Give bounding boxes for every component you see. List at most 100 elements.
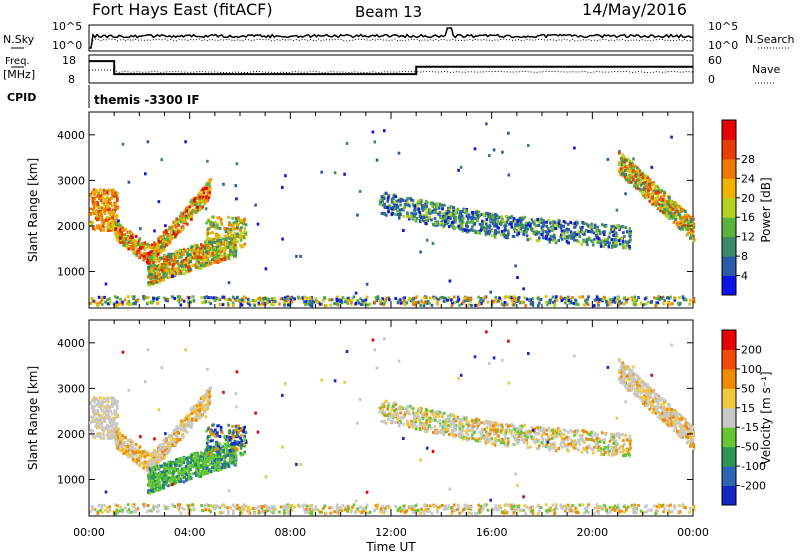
power-cell — [463, 296, 467, 300]
power-cell — [351, 297, 354, 301]
power-cell — [657, 202, 661, 206]
power-cell — [559, 224, 563, 227]
velocity-cell — [187, 424, 190, 428]
power-cell — [91, 200, 95, 204]
power-cell — [175, 250, 178, 254]
velocity-cell — [189, 425, 193, 429]
velocity-cell — [420, 507, 423, 511]
power-cell — [146, 302, 149, 306]
power-cell — [96, 203, 100, 206]
power-cell — [414, 219, 418, 223]
power-cell — [602, 233, 606, 237]
power-cell — [181, 218, 185, 222]
power-cell — [236, 299, 240, 303]
velocity-cell — [132, 510, 136, 514]
velocity-cell — [199, 415, 203, 418]
velocity-cell — [126, 503, 130, 507]
velocity-cell — [468, 511, 471, 515]
power-cell — [199, 266, 203, 270]
velocity-cell — [152, 455, 155, 459]
power-cell — [519, 227, 523, 231]
power-cell — [229, 228, 233, 231]
power-cell — [218, 303, 222, 307]
power-cell — [226, 231, 230, 235]
power-cell — [242, 222, 245, 226]
power-cell — [485, 231, 488, 235]
power-cell — [614, 231, 618, 235]
velocity-cell — [93, 404, 97, 408]
power-cell — [462, 207, 465, 211]
velocity-cell — [226, 506, 229, 510]
power-cell — [642, 188, 646, 192]
power-cell — [611, 297, 614, 301]
power-cell — [489, 215, 493, 218]
power-cell — [688, 302, 691, 306]
power-cell — [456, 295, 460, 299]
power-cell — [142, 255, 146, 259]
velocity-cell — [649, 508, 653, 512]
velocity-cell — [92, 396, 96, 400]
power-cell — [485, 224, 489, 228]
velocity-cell — [632, 508, 636, 512]
velocity-cell — [318, 510, 322, 514]
power-cell — [196, 252, 199, 256]
power-cell — [239, 238, 243, 242]
power-cell — [585, 301, 589, 305]
power-cell — [623, 173, 626, 177]
power-cell — [154, 257, 158, 261]
power-cell — [442, 214, 445, 218]
power-cell — [553, 236, 556, 240]
power-cell — [194, 254, 197, 258]
power-cell — [187, 303, 191, 307]
velocity-cell — [523, 504, 526, 508]
velocity-cell — [334, 510, 338, 513]
velocity-cell — [163, 504, 166, 508]
velocity-cell — [95, 418, 98, 422]
power-cell — [103, 219, 106, 223]
velocity-cell — [336, 503, 339, 507]
velocity-cell — [257, 511, 261, 515]
velocity-cell — [223, 505, 227, 509]
power-cell — [627, 297, 630, 301]
power-cell — [154, 260, 157, 264]
power-cell — [658, 297, 661, 301]
velocity-cell — [207, 390, 211, 394]
power-cell — [661, 198, 665, 202]
velocity-cell — [97, 418, 100, 421]
power-cell — [104, 200, 108, 204]
velocity-cell — [155, 456, 158, 459]
velocity-cell — [162, 442, 165, 446]
power-cell — [242, 235, 246, 238]
velocity-cell — [222, 503, 226, 507]
velocity-cell — [463, 504, 467, 508]
velocity-cell — [260, 505, 263, 509]
velocity-cell — [426, 509, 429, 513]
power-cell — [613, 238, 617, 242]
power-cell — [212, 296, 215, 300]
velocity-cell — [99, 407, 103, 411]
power-cell — [165, 261, 168, 264]
power-cell — [618, 242, 622, 246]
colorbar-tick-label: 16 — [741, 211, 755, 224]
power-cell — [517, 226, 521, 230]
power-cell — [174, 256, 177, 260]
power-cell — [555, 295, 558, 299]
power-cell — [378, 202, 382, 206]
power-cell — [581, 230, 584, 234]
power-cell — [201, 196, 205, 199]
power-cell — [622, 297, 626, 301]
power-cell — [500, 233, 503, 237]
power-cell — [547, 218, 551, 222]
velocity-cell — [89, 430, 92, 434]
y-tick-label: 2000 — [57, 220, 85, 233]
velocity-cell — [366, 511, 370, 515]
velocity-cell — [118, 436, 122, 440]
power-cell — [106, 220, 110, 224]
velocity-cell — [113, 409, 116, 413]
power-cell — [585, 222, 589, 226]
power-cell — [681, 295, 685, 299]
power-cell — [470, 228, 473, 232]
power-cell — [627, 240, 631, 244]
power-cell — [198, 195, 202, 199]
